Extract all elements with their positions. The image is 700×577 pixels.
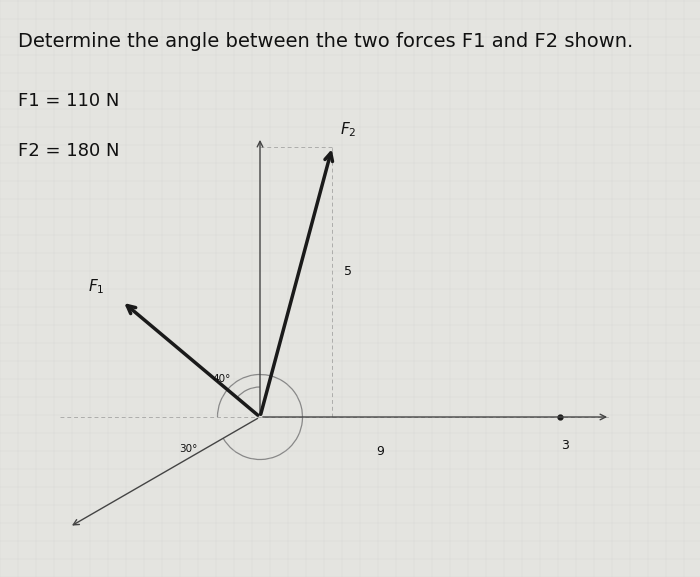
Text: F2 = 180 N: F2 = 180 N xyxy=(18,142,120,160)
Text: 40°: 40° xyxy=(213,374,231,384)
Text: F1 = 110 N: F1 = 110 N xyxy=(18,92,120,110)
Text: Determine the angle between the two forces F1 and F2 shown.: Determine the angle between the two forc… xyxy=(18,32,634,51)
Text: 5: 5 xyxy=(344,265,353,278)
Text: 9: 9 xyxy=(376,445,384,458)
Text: 30°: 30° xyxy=(178,444,197,454)
Text: $F_1$: $F_1$ xyxy=(88,278,104,297)
Text: 3: 3 xyxy=(561,439,569,452)
Text: $F_2$: $F_2$ xyxy=(340,120,357,138)
